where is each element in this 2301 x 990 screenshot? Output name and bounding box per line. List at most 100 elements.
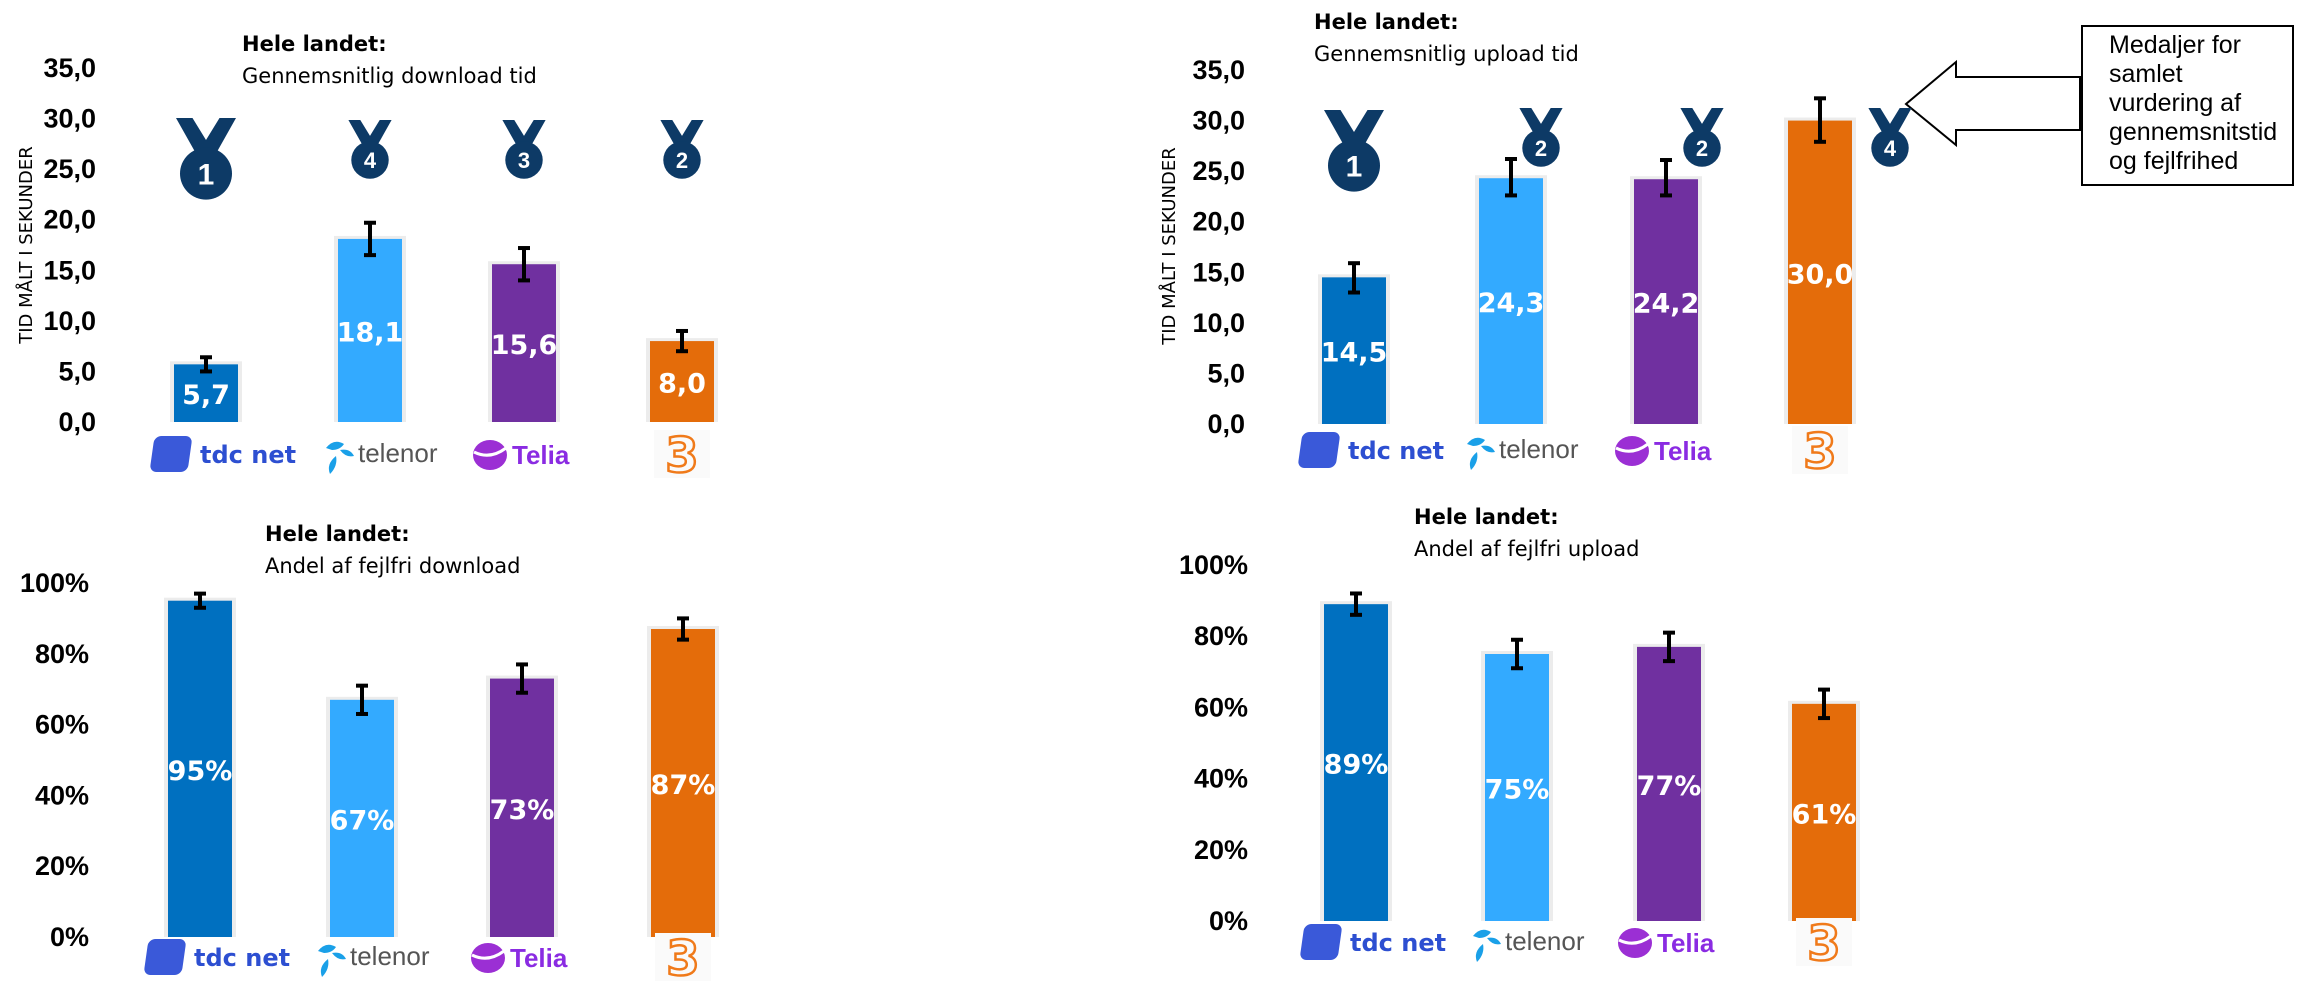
y-tick-label: 25,0 [43, 154, 96, 184]
medal-ribbon [176, 118, 236, 158]
medal-icon: 2 [1519, 108, 1563, 167]
medal-ribbon [1868, 108, 1912, 137]
medal-disc [1871, 129, 1909, 167]
medal-ribbon [1519, 108, 1563, 137]
telenor-logo: telenor [326, 438, 438, 474]
y-tick-label: 15,0 [43, 255, 96, 285]
bar-value-label: 77% [1637, 771, 1702, 802]
logo-label: tdc net [200, 441, 296, 469]
note-line: og fejlfrihed [2109, 147, 2239, 175]
three-logo-bg [654, 430, 710, 478]
chart-panel: Hele landet: Andel af fejlfri download 0% 2… [20, 522, 719, 988]
y-tick-label: 100% [1179, 550, 1248, 580]
y-tick-label: 60% [35, 710, 89, 740]
bar [490, 678, 554, 937]
y-tick-label: 15,0 [1192, 257, 1245, 287]
y-tick-label: 0,0 [1207, 409, 1245, 439]
bar [1792, 703, 1856, 921]
bar [650, 341, 714, 422]
chart-subtitle: Gennemsnitlig upload tid [1314, 42, 1579, 66]
telenor-logo: telenor [1473, 926, 1585, 962]
tdc-logo: tdc net [1298, 432, 1444, 468]
medal-rank: 1 [198, 159, 215, 192]
three-logo: 3 [655, 930, 711, 988]
y-tick-label: 20,0 [1192, 207, 1245, 237]
bar-value-label: 75% [1485, 775, 1550, 806]
logo-label: telenor [1499, 434, 1579, 464]
medal-rank: 2 [1535, 136, 1547, 161]
medal-note: Medaljer for samlet vurdering af gennems… [2081, 25, 2294, 186]
medal-icon: 4 [1868, 108, 1912, 167]
logo-label: Telia [1654, 436, 1712, 466]
telenor-propeller-icon [1473, 929, 1501, 962]
tdc-logo: tdc net [1300, 924, 1446, 960]
telia-logo: Telia [473, 440, 570, 470]
medal-disc [1683, 129, 1721, 167]
medal-rank: 1 [1346, 151, 1363, 184]
bar-value-label: 73% [490, 795, 555, 826]
arrow-left-icon [1904, 59, 2081, 148]
bar-value-label: 87% [651, 770, 716, 801]
three-logo-bg [1792, 426, 1848, 474]
y-tick-label: 5,0 [1207, 358, 1245, 388]
y-tick-label: 100% [20, 568, 89, 598]
y-axis-label: TID MÅLT I SEKUNDER [1158, 147, 1180, 346]
note-line: vurdering af [2109, 89, 2242, 117]
medal-icon: 2 [660, 120, 704, 179]
logo-label: telenor [358, 438, 438, 468]
chart-title: Hele landet: [265, 522, 410, 546]
medal-rank: 2 [676, 148, 688, 173]
bar [1479, 178, 1543, 424]
medal-ribbon [660, 120, 704, 149]
bar-value-label: 89% [1324, 750, 1389, 781]
bar [338, 238, 402, 422]
medal-disc [505, 141, 543, 179]
note-line: samlet [2109, 60, 2183, 88]
y-tick-label: 25,0 [1192, 156, 1245, 186]
y-tick-label: 35,0 [1192, 55, 1245, 85]
y-tick-label: 10,0 [1192, 308, 1245, 338]
chart-subtitle: Andel af fejlfri download [265, 554, 520, 578]
y-tick-label: 5,0 [58, 356, 96, 386]
telenor-propeller-icon [326, 441, 354, 474]
tdc-square-icon [150, 436, 192, 472]
logo-label: 3 [1807, 916, 1840, 972]
telenor-logo: telenor [318, 941, 430, 977]
medal-icon: 1 [1324, 110, 1384, 192]
y-tick-label: 40% [1194, 764, 1248, 794]
tdc-square-icon [1300, 924, 1342, 960]
medal-disc [1522, 129, 1560, 167]
tdc-square-icon [1298, 432, 1340, 468]
medal-disc [351, 141, 389, 179]
y-tick-label: 10,0 [43, 306, 96, 336]
medal-icon: 3 [502, 120, 546, 179]
bar-value-label: 15,6 [491, 330, 558, 361]
y-tick-label: 35,0 [43, 53, 96, 83]
medal-disc [663, 141, 701, 179]
three-logo-bg [1796, 918, 1852, 966]
telenor-propeller-icon [318, 944, 346, 977]
chart-subtitle: Andel af fejlfri upload [1414, 537, 1639, 561]
y-tick-label: 40% [35, 780, 89, 810]
y-tick-label: 30,0 [43, 104, 96, 134]
three-logo: 3 [1796, 915, 1852, 973]
telia-pebble-line [473, 446, 507, 457]
bar [1637, 646, 1701, 921]
logo-label: tdc net [1348, 437, 1444, 465]
medal-ribbon [502, 120, 546, 149]
chart-title: Hele landet: [1314, 10, 1459, 34]
three-logo: 3 [654, 427, 710, 485]
bar-value-label: 24,3 [1478, 288, 1545, 319]
telia-pebble-line [471, 949, 505, 960]
note-line: Medaljer for [2109, 31, 2241, 59]
bar-value-label: 8,0 [658, 369, 706, 400]
logo-label: 3 [665, 428, 698, 484]
y-tick-label: 60% [1194, 692, 1248, 722]
medal-icon: 1 [176, 118, 236, 200]
chart-title: Hele landet: [1414, 505, 1559, 529]
three-logo-bg [655, 933, 711, 981]
bar [1788, 120, 1852, 425]
logo-label: telenor [1505, 926, 1585, 956]
bar-value-label: 95% [168, 756, 233, 787]
telia-logo: Telia [471, 943, 568, 973]
